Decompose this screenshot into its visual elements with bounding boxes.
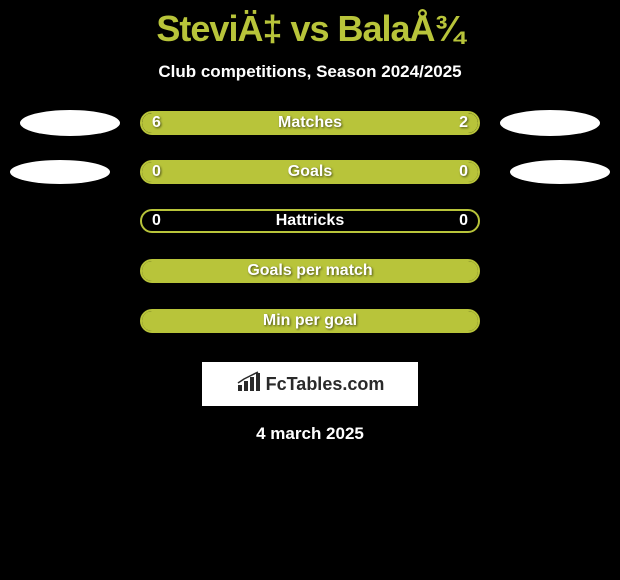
value-right: 2 (459, 114, 468, 132)
spacer-left (20, 208, 120, 234)
row-goals: 0 0 Goals (0, 160, 620, 184)
comparison-card: SteviÄ‡ vs BalaÅ¾ Club competitions, Sea… (0, 0, 620, 444)
avatar-right (500, 110, 600, 136)
row-hattricks: 0 0 Hattricks (0, 208, 620, 234)
bar-goals: 0 0 Goals (140, 160, 480, 184)
bar-fill (142, 261, 478, 281)
bar-min-per-goal: Min per goal (140, 309, 480, 333)
bar-fill (142, 311, 478, 331)
value-right: 0 (459, 212, 468, 230)
comparison-rows: 6 2 Matches 0 0 Goals (0, 110, 620, 334)
spacer-left (20, 258, 120, 284)
avatar-left (20, 110, 120, 136)
value-left: 6 (152, 114, 161, 132)
logo-box: FcTables.com (202, 362, 418, 406)
bar-right-fill: 2 (394, 113, 478, 133)
value-right: 0 (459, 163, 468, 181)
bar-hattricks: 0 0 Hattricks (140, 209, 480, 233)
bar-goals-per-match: Goals per match (140, 259, 480, 283)
spacer-right (500, 308, 600, 334)
row-min-per-goal: Min per goal (0, 308, 620, 334)
spacer-right (500, 208, 600, 234)
bar-matches: 6 2 Matches (140, 111, 480, 135)
bar-fill: 0 0 (142, 211, 478, 231)
avatar-left (10, 160, 110, 184)
value-left: 0 (152, 163, 161, 181)
date: 4 march 2025 (0, 424, 620, 444)
avatar-right (510, 160, 610, 184)
bar-fill: 0 0 (142, 162, 478, 182)
subtitle: Club competitions, Season 2024/2025 (0, 62, 620, 82)
row-goals-per-match: Goals per match (0, 258, 620, 284)
chart-icon (236, 371, 262, 398)
title: SteviÄ‡ vs BalaÅ¾ (0, 8, 620, 50)
spacer-left (20, 308, 120, 334)
spacer-right (500, 258, 600, 284)
bar-left-fill: 6 (142, 113, 394, 133)
logo-text: FcTables.com (266, 374, 385, 395)
row-matches: 6 2 Matches (0, 110, 620, 136)
value-left: 0 (152, 212, 161, 230)
